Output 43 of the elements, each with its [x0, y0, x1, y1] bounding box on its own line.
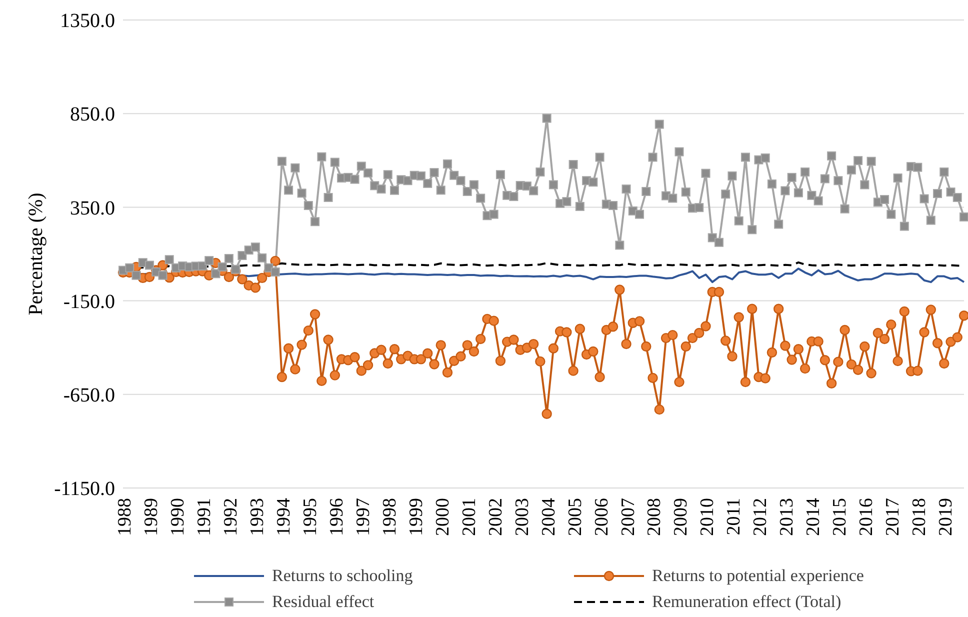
- x-tick-label: 2014: [803, 498, 824, 536]
- x-tick-label: 2013: [776, 498, 798, 536]
- x-tick-label: 2001: [458, 498, 480, 536]
- y-tick-label: -150.0: [63, 290, 115, 313]
- x-tick-label: 1991: [194, 498, 215, 536]
- legend-label: Returns to schooling: [272, 566, 413, 586]
- x-tick-label: 2012: [750, 498, 772, 536]
- x-tick-label: 2005: [564, 498, 586, 536]
- x-tick-label: 2004: [538, 498, 560, 536]
- x-tick-label: 2019: [936, 498, 957, 536]
- x-tick-label: 2018: [909, 498, 930, 536]
- y-tick-label: -1150.0: [54, 478, 115, 500]
- x-tick-label: 2006: [591, 498, 612, 536]
- x-tick-label: 2017: [882, 498, 904, 536]
- x-tick-label: 2000: [432, 498, 454, 536]
- legend-label: Remuneration effect (Total): [652, 592, 842, 612]
- x-tick-label: 2009: [670, 498, 692, 536]
- x-tick-label: 2015: [830, 498, 851, 536]
- x-tick-label: 2007: [618, 498, 639, 536]
- x-tick-label: 2010: [697, 498, 718, 536]
- y-tick-label: 850.0: [70, 104, 115, 126]
- x-tick-label: 1988: [114, 498, 136, 536]
- x-tick-label: 1995: [300, 498, 321, 536]
- x-tick-label: 1992: [220, 498, 242, 536]
- x-tick-label: 1999: [406, 498, 427, 536]
- y-tick-label: -650.0: [63, 384, 115, 406]
- x-tick-label: 2011: [724, 498, 745, 536]
- x-tick-label: 1993: [246, 498, 268, 536]
- y-tick-label: 1350.0: [60, 10, 115, 32]
- y-tick-label: 350.0: [70, 197, 115, 220]
- x-tick-label: 2008: [644, 498, 666, 536]
- x-tick-label: 2016: [856, 498, 878, 536]
- x-tick-label: 2003: [512, 498, 533, 536]
- x-tick-label: 1997: [352, 498, 374, 536]
- x-tick-label: 1996: [326, 498, 348, 536]
- legend-label: Residual effect: [272, 592, 374, 612]
- y-axis-title: Percentage (%): [25, 192, 48, 316]
- x-tick-label: 1989: [140, 498, 162, 536]
- x-tick-label: 1994: [273, 498, 294, 536]
- legend-label: Returns to potential experience: [652, 566, 864, 586]
- x-tick-label: 1998: [379, 498, 400, 536]
- x-tick-label: 1990: [167, 498, 188, 536]
- x-tick-label: 2002: [485, 498, 506, 536]
